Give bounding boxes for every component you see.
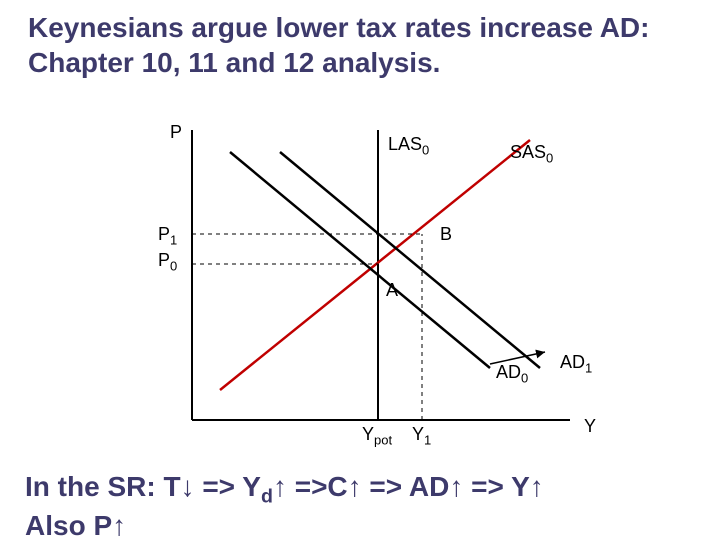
las-label: LAS0: [388, 134, 429, 158]
p0-label: P0: [158, 250, 177, 274]
ad0-label: AD0: [496, 362, 528, 386]
ad1-label: AD1: [560, 352, 592, 376]
p1-label: P1: [158, 224, 177, 248]
p-axis-label: P: [170, 122, 182, 142]
point-a-label: A: [386, 280, 398, 300]
y1-label: Y1: [412, 424, 431, 448]
y-axis-label: Y: [584, 416, 596, 436]
sas-label: SAS0: [510, 142, 553, 166]
ad0-curve: [230, 152, 490, 368]
ad1-curve: [280, 152, 540, 368]
as-ad-diagram: P Y P1P0 Ypot Y1 LAS0 SAS0 AD0 AD1 A B: [130, 110, 620, 450]
ypot-label: Ypot: [362, 424, 392, 448]
point-b-label: B: [440, 224, 452, 244]
slide-title: Keynesians argue lower tax rates increas…: [28, 10, 688, 80]
sas-curve: [220, 140, 530, 390]
conclusion-text: In the SR: T↓ => Yd↑ =>C↑ => AD↑ => Y↑ A…: [25, 470, 695, 543]
